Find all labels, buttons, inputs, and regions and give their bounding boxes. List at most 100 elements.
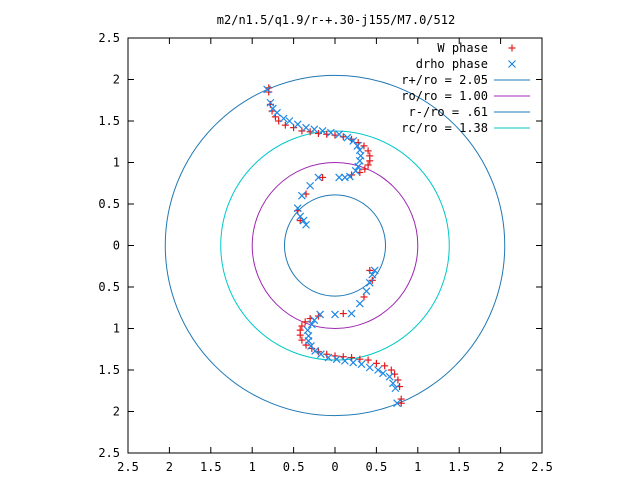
data-point: [316, 310, 325, 319]
data-point: [353, 141, 362, 150]
data-point-stroke: [370, 266, 379, 275]
data-point-stroke: [355, 156, 364, 165]
data-point: [366, 157, 374, 165]
data-point-stroke: [355, 299, 364, 308]
data-point: [296, 217, 304, 225]
data-point: [293, 120, 302, 129]
data-point: [393, 399, 402, 408]
legend-label: r-/ro = .61: [409, 105, 488, 119]
data-point: [314, 173, 323, 182]
data-point: [290, 124, 298, 132]
legend-swatch: [508, 44, 516, 52]
data-point-stroke: [356, 151, 365, 160]
data-point-stroke: [362, 287, 371, 296]
data-point: [302, 123, 310, 132]
data-point: [364, 356, 372, 364]
data-point: [349, 358, 358, 367]
data-point: [357, 360, 366, 369]
data-point: [299, 216, 308, 225]
x-axis: 2.5 2 1.5 1 0.5 0 0.5 1 1.5 2 2.5: [117, 38, 553, 474]
data-point: [326, 128, 335, 137]
data-point: [301, 318, 309, 326]
data-point-stroke: [304, 332, 313, 340]
data-point-stroke: [314, 173, 323, 182]
legend: W phase drho phase r+/ro = 2.05 ro/ro = 1.0…: [401, 41, 530, 135]
data-point-stroke: [343, 133, 352, 142]
data-point: [341, 173, 349, 182]
y-tick-label: 0.5: [98, 280, 120, 294]
x-tick-label: 2.5: [531, 460, 553, 474]
data-point: [335, 173, 344, 182]
x-tick-label: 0.5: [283, 460, 305, 474]
data-point-stroke: [341, 173, 349, 182]
data-point: [335, 130, 344, 139]
data-point: [316, 350, 325, 359]
x-tick-label: 1: [414, 460, 421, 474]
data-point: [391, 384, 400, 393]
data-point: [374, 366, 382, 374]
data-point: [307, 320, 316, 329]
data-point-stroke: [331, 310, 339, 319]
y-tick-label: 2: [113, 73, 120, 87]
x-tick-label: 1.5: [448, 460, 470, 474]
data-point-stroke: [385, 372, 394, 381]
data-point-stroke: [302, 220, 310, 229]
data-point-stroke: [341, 356, 349, 365]
data-point-stroke: [306, 181, 315, 190]
data-point: [331, 310, 339, 319]
legend-label: r+/ro = 2.05: [401, 73, 488, 87]
data-point: [387, 366, 395, 374]
data-point-stroke: [263, 85, 272, 94]
data-point: [370, 266, 379, 275]
data-point: [293, 204, 302, 213]
radius-circle: [251, 162, 419, 329]
data-point: [310, 125, 319, 134]
data-point-stroke: [311, 346, 320, 355]
data-point-stroke: [349, 358, 358, 367]
data-point: [385, 372, 394, 381]
data-point-stroke: [335, 130, 344, 139]
data-point: [341, 356, 349, 365]
data-point: [343, 133, 352, 142]
legend-swatch-stroke: [508, 60, 516, 68]
data-point: [360, 142, 368, 150]
data-point-stroke: [296, 212, 305, 221]
y-tick-label: 2: [113, 405, 120, 419]
data-point-stroke: [391, 384, 400, 393]
legend-label: ro/ro = 1.00: [401, 89, 488, 103]
data-point: [365, 363, 374, 372]
data-point: [279, 114, 288, 123]
data-point: [355, 299, 364, 308]
data-point-stroke: [353, 141, 362, 150]
y-tick-label: 1: [113, 322, 120, 336]
data-point: [263, 85, 272, 94]
data-point: [368, 270, 377, 279]
data-point-stroke: [299, 216, 308, 225]
data-point-stroke: [365, 363, 374, 372]
data-point: [354, 162, 363, 171]
data-point-stroke: [310, 125, 319, 134]
data-point: [324, 353, 333, 362]
data-point: [319, 173, 327, 181]
radius-circle: [283, 194, 387, 297]
chart-title: m2/n1.5/q1.9/r-+.30-j155/M7.0/512: [217, 13, 455, 27]
data-point-stroke: [365, 278, 374, 287]
y-tick-label: 2.5: [98, 446, 120, 460]
radius-circle: [220, 130, 450, 361]
data-point: [318, 127, 327, 135]
legend-label: rc/ro = 1.38: [401, 121, 488, 135]
data-point-stroke: [368, 270, 377, 279]
data-point-stroke: [297, 191, 306, 200]
x-tick-label: 1.5: [200, 460, 222, 474]
data-point-stroke: [326, 128, 335, 137]
data-point-stroke: [345, 172, 354, 181]
data-point: [281, 121, 289, 129]
y-tick-label: 1: [113, 156, 120, 170]
legend-label: W phase: [437, 41, 488, 55]
data-point: [339, 310, 347, 318]
data-point-stroke: [332, 355, 341, 364]
x-tick-label: 2: [166, 460, 173, 474]
data-point: [381, 362, 389, 370]
data-point-stroke: [347, 309, 356, 318]
data-point-stroke: [316, 310, 325, 319]
